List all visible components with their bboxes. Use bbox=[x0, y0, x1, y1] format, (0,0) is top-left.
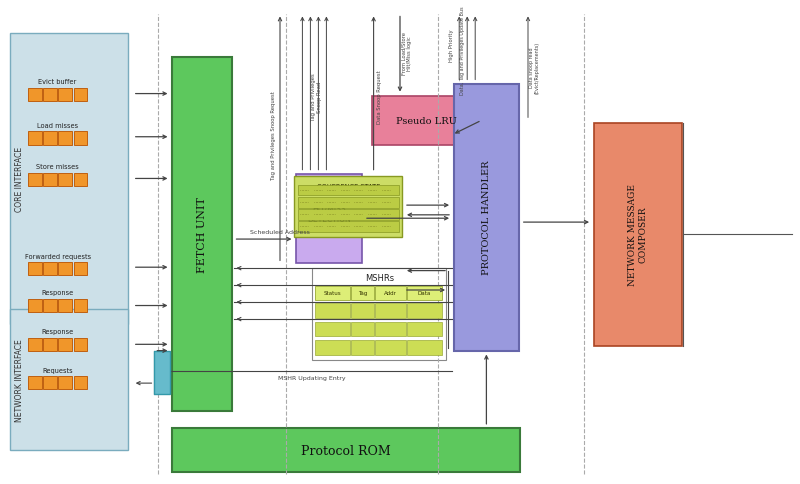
FancyBboxPatch shape bbox=[154, 351, 170, 394]
FancyBboxPatch shape bbox=[315, 340, 350, 355]
FancyBboxPatch shape bbox=[375, 303, 406, 318]
Text: Pseudo LRU: Pseudo LRU bbox=[395, 117, 457, 125]
FancyBboxPatch shape bbox=[315, 303, 350, 318]
FancyBboxPatch shape bbox=[594, 123, 682, 346]
Text: Protocol ROM: Protocol ROM bbox=[301, 444, 391, 456]
FancyBboxPatch shape bbox=[74, 338, 87, 351]
Text: COHERENCE STATE: COHERENCE STATE bbox=[317, 183, 380, 189]
FancyBboxPatch shape bbox=[43, 299, 57, 312]
FancyBboxPatch shape bbox=[296, 174, 362, 264]
Text: Evict buffer: Evict buffer bbox=[38, 79, 77, 85]
FancyBboxPatch shape bbox=[298, 210, 399, 220]
FancyBboxPatch shape bbox=[407, 340, 442, 355]
FancyBboxPatch shape bbox=[351, 303, 374, 318]
FancyBboxPatch shape bbox=[58, 338, 72, 351]
FancyBboxPatch shape bbox=[43, 89, 57, 102]
FancyBboxPatch shape bbox=[58, 377, 72, 390]
FancyBboxPatch shape bbox=[372, 97, 480, 145]
Text: Data: Data bbox=[418, 291, 431, 296]
FancyBboxPatch shape bbox=[298, 222, 399, 232]
FancyBboxPatch shape bbox=[312, 269, 446, 361]
Text: High Priority: High Priority bbox=[450, 30, 454, 62]
FancyBboxPatch shape bbox=[28, 338, 42, 351]
FancyBboxPatch shape bbox=[10, 34, 128, 324]
FancyBboxPatch shape bbox=[351, 287, 374, 300]
Text: Tag and Privileges
Snoop Read: Tag and Privileges Snoop Read bbox=[311, 73, 322, 121]
FancyBboxPatch shape bbox=[407, 287, 442, 300]
FancyBboxPatch shape bbox=[74, 89, 87, 102]
Text: NETWORK INTERFACE: NETWORK INTERFACE bbox=[15, 339, 25, 421]
FancyBboxPatch shape bbox=[43, 263, 57, 276]
Text: MSHR Updating Entry: MSHR Updating Entry bbox=[278, 376, 346, 380]
FancyBboxPatch shape bbox=[28, 377, 42, 390]
Text: Load misses: Load misses bbox=[37, 123, 78, 129]
FancyBboxPatch shape bbox=[375, 322, 406, 336]
FancyBboxPatch shape bbox=[74, 377, 87, 390]
FancyBboxPatch shape bbox=[351, 340, 374, 355]
FancyBboxPatch shape bbox=[315, 287, 350, 300]
FancyBboxPatch shape bbox=[407, 322, 442, 336]
FancyBboxPatch shape bbox=[58, 263, 72, 276]
FancyBboxPatch shape bbox=[74, 299, 87, 312]
Text: Response: Response bbox=[42, 329, 74, 334]
FancyBboxPatch shape bbox=[58, 299, 72, 312]
FancyBboxPatch shape bbox=[43, 338, 57, 351]
Text: Data snoop read
(Evict/Replacements): Data snoop read (Evict/Replacements) bbox=[529, 42, 540, 94]
FancyBboxPatch shape bbox=[28, 132, 42, 145]
FancyBboxPatch shape bbox=[58, 173, 72, 186]
Text: Store misses: Store misses bbox=[36, 164, 79, 170]
FancyBboxPatch shape bbox=[28, 263, 42, 276]
FancyBboxPatch shape bbox=[10, 310, 128, 450]
FancyBboxPatch shape bbox=[407, 303, 442, 318]
Text: Tag: Tag bbox=[358, 291, 367, 296]
Text: Forwarded requests: Forwarded requests bbox=[25, 254, 90, 259]
FancyBboxPatch shape bbox=[315, 322, 350, 336]
FancyBboxPatch shape bbox=[28, 173, 42, 186]
FancyBboxPatch shape bbox=[28, 299, 42, 312]
FancyBboxPatch shape bbox=[375, 340, 406, 355]
Text: Scheduled Address: Scheduled Address bbox=[250, 230, 310, 235]
FancyBboxPatch shape bbox=[74, 173, 87, 186]
FancyBboxPatch shape bbox=[298, 197, 399, 208]
FancyBboxPatch shape bbox=[172, 58, 232, 411]
Text: From Load/Store
Hit/Miss logic: From Load/Store Hit/Miss logic bbox=[401, 32, 412, 75]
FancyBboxPatch shape bbox=[43, 132, 57, 145]
Text: Response: Response bbox=[42, 290, 74, 296]
Text: Addr: Addr bbox=[384, 291, 397, 296]
FancyBboxPatch shape bbox=[351, 322, 374, 336]
FancyBboxPatch shape bbox=[58, 132, 72, 145]
FancyBboxPatch shape bbox=[375, 287, 406, 300]
Text: Requests: Requests bbox=[42, 367, 73, 373]
FancyBboxPatch shape bbox=[58, 89, 72, 102]
Text: NETWORK MESSAGE
COMPOSER: NETWORK MESSAGE COMPOSER bbox=[628, 184, 647, 286]
FancyBboxPatch shape bbox=[43, 377, 57, 390]
Text: FETCH UNIT: FETCH UNIT bbox=[197, 197, 207, 272]
FancyBboxPatch shape bbox=[454, 85, 519, 351]
Text: Data Snoop Request: Data Snoop Request bbox=[378, 70, 382, 123]
FancyBboxPatch shape bbox=[294, 177, 402, 237]
Text: HIT/MISS
DETECTION
LOGIC: HIT/MISS DETECTION LOGIC bbox=[307, 204, 351, 234]
Text: Tag and Privileges Snoop Request: Tag and Privileges Snoop Request bbox=[271, 91, 276, 180]
Text: Status: Status bbox=[323, 291, 342, 296]
Text: CORE INTERFACE: CORE INTERFACE bbox=[15, 147, 25, 212]
Text: MSHRs: MSHRs bbox=[365, 273, 394, 283]
Text: PROTOCOL HANDLER: PROTOCOL HANDLER bbox=[482, 161, 491, 275]
FancyBboxPatch shape bbox=[28, 89, 42, 102]
Text: Data, Tag and Privileges Update Bus: Data, Tag and Privileges Update Bus bbox=[460, 7, 465, 95]
FancyBboxPatch shape bbox=[298, 185, 399, 196]
FancyBboxPatch shape bbox=[74, 132, 87, 145]
FancyBboxPatch shape bbox=[172, 428, 520, 472]
FancyBboxPatch shape bbox=[43, 173, 57, 186]
FancyBboxPatch shape bbox=[74, 263, 87, 276]
